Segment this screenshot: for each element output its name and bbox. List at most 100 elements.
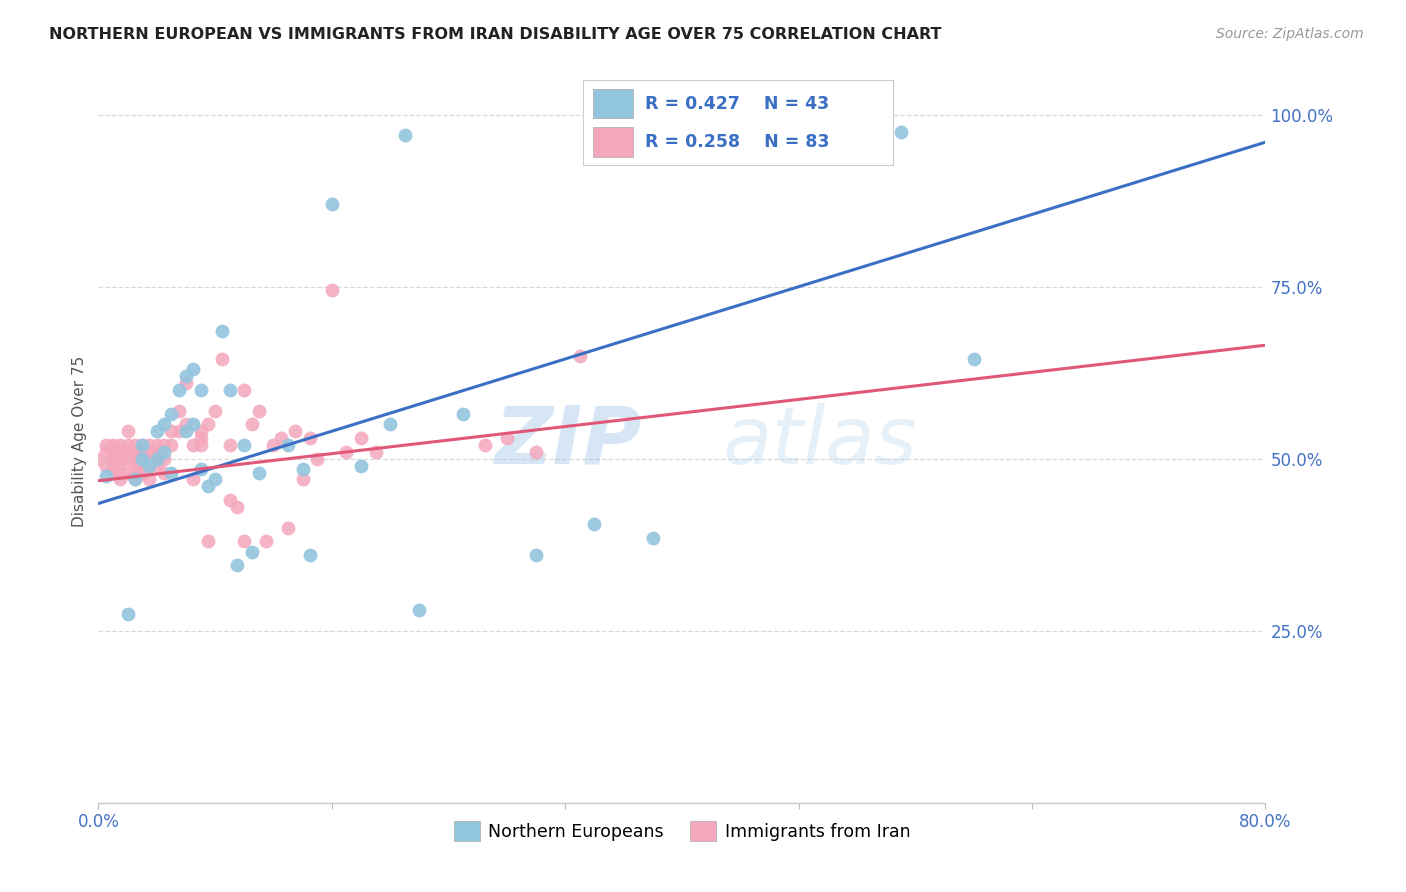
Point	[284, 424, 307, 438]
Point	[94, 458, 117, 473]
Point	[190, 383, 212, 397]
Point	[110, 451, 132, 466]
Point	[364, 445, 387, 459]
Point	[451, 407, 474, 421]
Point	[211, 325, 233, 339]
Point	[277, 520, 299, 534]
Text: R = 0.427    N = 43: R = 0.427 N = 43	[645, 95, 830, 112]
Point	[583, 517, 606, 532]
Text: R = 0.258    N = 83: R = 0.258 N = 83	[645, 133, 830, 151]
Point	[124, 472, 146, 486]
Point	[307, 451, 329, 466]
Point	[962, 351, 984, 366]
Legend: Northern Europeans, Immigrants from Iran: Northern Europeans, Immigrants from Iran	[447, 814, 917, 848]
Point	[94, 438, 117, 452]
Point	[146, 445, 169, 459]
Point	[197, 479, 219, 493]
Point	[131, 451, 153, 466]
Point	[138, 472, 160, 486]
Point	[204, 472, 226, 486]
Point	[117, 607, 139, 621]
Point	[524, 445, 547, 459]
Text: ZIP: ZIP	[494, 402, 641, 481]
Point	[197, 417, 219, 432]
Point	[94, 445, 117, 459]
Point	[190, 438, 212, 452]
Point	[160, 407, 183, 421]
Point	[394, 128, 416, 143]
Point	[197, 534, 219, 549]
Point	[291, 472, 314, 486]
Point	[380, 417, 402, 432]
Point	[254, 534, 277, 549]
Point	[153, 445, 176, 459]
Text: atlas: atlas	[723, 402, 918, 481]
Point	[181, 362, 204, 376]
Point	[240, 544, 263, 558]
Point	[117, 466, 139, 480]
FancyBboxPatch shape	[593, 127, 633, 157]
Point	[181, 417, 204, 432]
Point	[524, 548, 547, 562]
Point	[124, 445, 146, 459]
Point	[218, 493, 240, 508]
Point	[146, 458, 169, 473]
Point	[110, 438, 132, 452]
Point	[270, 431, 292, 445]
Point	[124, 466, 146, 480]
Point	[247, 403, 270, 417]
Point	[124, 472, 146, 486]
Point	[124, 451, 146, 466]
Point	[160, 424, 183, 438]
Point	[101, 438, 124, 452]
Point	[641, 531, 664, 545]
Point	[146, 438, 169, 452]
Point	[335, 445, 357, 459]
Point	[247, 466, 270, 480]
Point	[474, 438, 496, 452]
Point	[298, 431, 321, 445]
Point	[110, 472, 132, 486]
Point	[101, 458, 124, 473]
Point	[131, 451, 153, 466]
Point	[160, 466, 183, 480]
Point	[190, 462, 212, 476]
Point	[174, 376, 197, 390]
Point	[174, 417, 197, 432]
Point	[190, 424, 212, 438]
Point	[174, 424, 197, 438]
Point	[167, 403, 190, 417]
Y-axis label: Disability Age Over 75: Disability Age Over 75	[72, 356, 87, 527]
Point	[138, 445, 160, 459]
Point	[204, 403, 226, 417]
Point	[321, 197, 343, 211]
Point	[153, 438, 176, 452]
Point	[117, 438, 139, 452]
Point	[233, 534, 256, 549]
Point	[117, 424, 139, 438]
Point	[240, 417, 263, 432]
Point	[131, 438, 153, 452]
Point	[153, 451, 176, 466]
Point	[714, 125, 737, 139]
Point	[226, 558, 249, 573]
Point	[174, 369, 197, 384]
Point	[117, 451, 139, 466]
Point	[153, 417, 176, 432]
Point	[211, 351, 233, 366]
Point	[321, 283, 343, 297]
Point	[218, 383, 240, 397]
Point	[408, 603, 430, 617]
Point	[131, 445, 153, 459]
Point	[131, 466, 153, 480]
Point	[101, 466, 124, 480]
Point	[568, 349, 591, 363]
Point	[277, 438, 299, 452]
Point	[153, 466, 176, 480]
Point	[87, 451, 110, 466]
Point	[890, 125, 912, 139]
Point	[146, 451, 169, 466]
Point	[101, 451, 124, 466]
Point	[730, 125, 752, 139]
Point	[146, 424, 169, 438]
